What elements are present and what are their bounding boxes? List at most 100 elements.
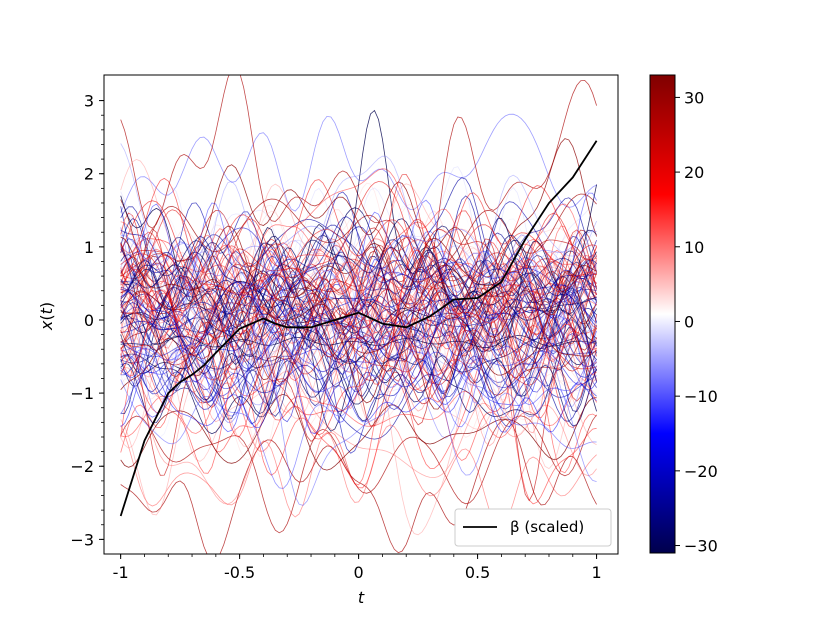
sample-curve (120, 177, 597, 289)
sample-curve (120, 266, 597, 405)
plot-frame (103, 74, 619, 555)
sample-curve (120, 250, 597, 378)
colorbar-tick-label: −10 (684, 387, 718, 406)
sample-curve (120, 272, 597, 375)
sample-curve (120, 263, 597, 384)
sample-curve (120, 314, 597, 395)
sample-curve (120, 306, 597, 420)
legend-box (454, 508, 612, 547)
x-axis: -1 -0.5 0 0.5 1 (113, 554, 602, 582)
sample-curve (120, 299, 597, 370)
sample-curve (120, 327, 597, 428)
sample-curve (120, 424, 597, 529)
sample-curve (120, 138, 597, 282)
sample-curve (120, 355, 597, 413)
sample-curve (120, 189, 597, 333)
y-tick-label: −1 (70, 384, 94, 403)
sample-curve (120, 228, 597, 360)
y-tick-label: −3 (70, 530, 94, 549)
sample-curve (120, 414, 597, 534)
sample-curve (120, 221, 597, 361)
sample-curve (120, 227, 597, 324)
sample-curve (120, 217, 597, 338)
sample-curve (120, 225, 597, 373)
colorbar-tick-label: −30 (684, 537, 718, 556)
sample-curve (120, 292, 597, 437)
sample-curve (120, 224, 597, 357)
sample-curve (120, 244, 597, 405)
sample-curve (120, 158, 597, 340)
sample-curve (120, 299, 597, 389)
beta-line (119, 140, 598, 517)
y-axis-label-paren-close: ) (37, 302, 56, 308)
sample-curve (120, 216, 597, 327)
sample-curve (120, 338, 597, 506)
y-axis-label-paren-open: ( (37, 314, 56, 320)
sample-curve (120, 249, 597, 385)
colorbar: −30 −20 −10 0 10 20 30 (649, 74, 718, 556)
y-tick-label: 3 (84, 92, 94, 111)
x-axis-label: t (358, 588, 365, 607)
colorbar-tick-label: 10 (684, 238, 704, 257)
sample-curve (120, 270, 597, 410)
sample-curve (120, 313, 597, 391)
y-tick-label: 1 (84, 238, 94, 257)
sample-curve (120, 143, 597, 325)
y-axis-label-var: x (37, 320, 56, 331)
sample-curve (120, 418, 597, 554)
sample-curve (120, 350, 597, 486)
sample-curve (120, 325, 597, 536)
sample-curve (120, 181, 597, 346)
sample-curve (120, 366, 597, 505)
sample-curve (120, 310, 597, 502)
sample-curve (120, 267, 597, 364)
x-tick-label: -0.5 (224, 563, 255, 582)
sample-curve (120, 268, 597, 378)
y-tick-label: −2 (70, 457, 94, 476)
sample-curve (120, 235, 597, 361)
legend: β (scaled) (454, 508, 612, 547)
sample-curve (120, 301, 597, 389)
y-tick-label: 0 (84, 311, 94, 330)
sample-curve (120, 269, 597, 390)
x-tick-label: -1 (113, 563, 129, 582)
y-axis: −3 −2 −1 0 1 2 3 (70, 92, 104, 549)
sample-curve (120, 284, 597, 392)
legend-label: β (scaled) (510, 518, 584, 536)
sample-curve (120, 209, 597, 293)
sample-curve (120, 270, 597, 401)
sample-curve (120, 276, 597, 433)
sample-curve (120, 300, 597, 457)
sample-curve (120, 283, 597, 368)
sample-curve (120, 352, 597, 427)
sample-curve (120, 282, 597, 369)
colorbar-ticks: −30 −20 −10 0 10 20 30 (675, 88, 718, 556)
sample-curve (120, 113, 597, 213)
y-tick-label: 2 (84, 165, 94, 184)
sample-curve (120, 280, 597, 375)
sample-curve (120, 228, 597, 361)
x-tick-label: 0 (354, 563, 364, 582)
sample-curve (120, 335, 597, 505)
sample-curve (120, 358, 597, 435)
sample-curve (120, 202, 597, 367)
sample-curve (120, 292, 597, 392)
sample-curve (120, 75, 597, 294)
sample-curve (120, 303, 597, 489)
sample-curve (120, 229, 597, 404)
sample-curve (120, 290, 597, 403)
colorbar-gradient (649, 74, 676, 554)
colorbar-tick-label: −20 (684, 462, 718, 481)
x-tick-label: 0.5 (465, 563, 490, 582)
y-axis-label: x(t) (37, 302, 56, 331)
colorbar-tick-label: 20 (684, 163, 704, 182)
sample-curve (120, 304, 597, 461)
colorbar-tick-label: 0 (684, 312, 694, 331)
sample-curve (120, 254, 597, 349)
x-tick-label: 1 (591, 563, 601, 582)
colorbar-tick-label: 30 (684, 88, 704, 107)
y-axis-label-t: t (37, 307, 56, 314)
sample-curve (120, 173, 597, 299)
sample-curve (120, 382, 597, 452)
